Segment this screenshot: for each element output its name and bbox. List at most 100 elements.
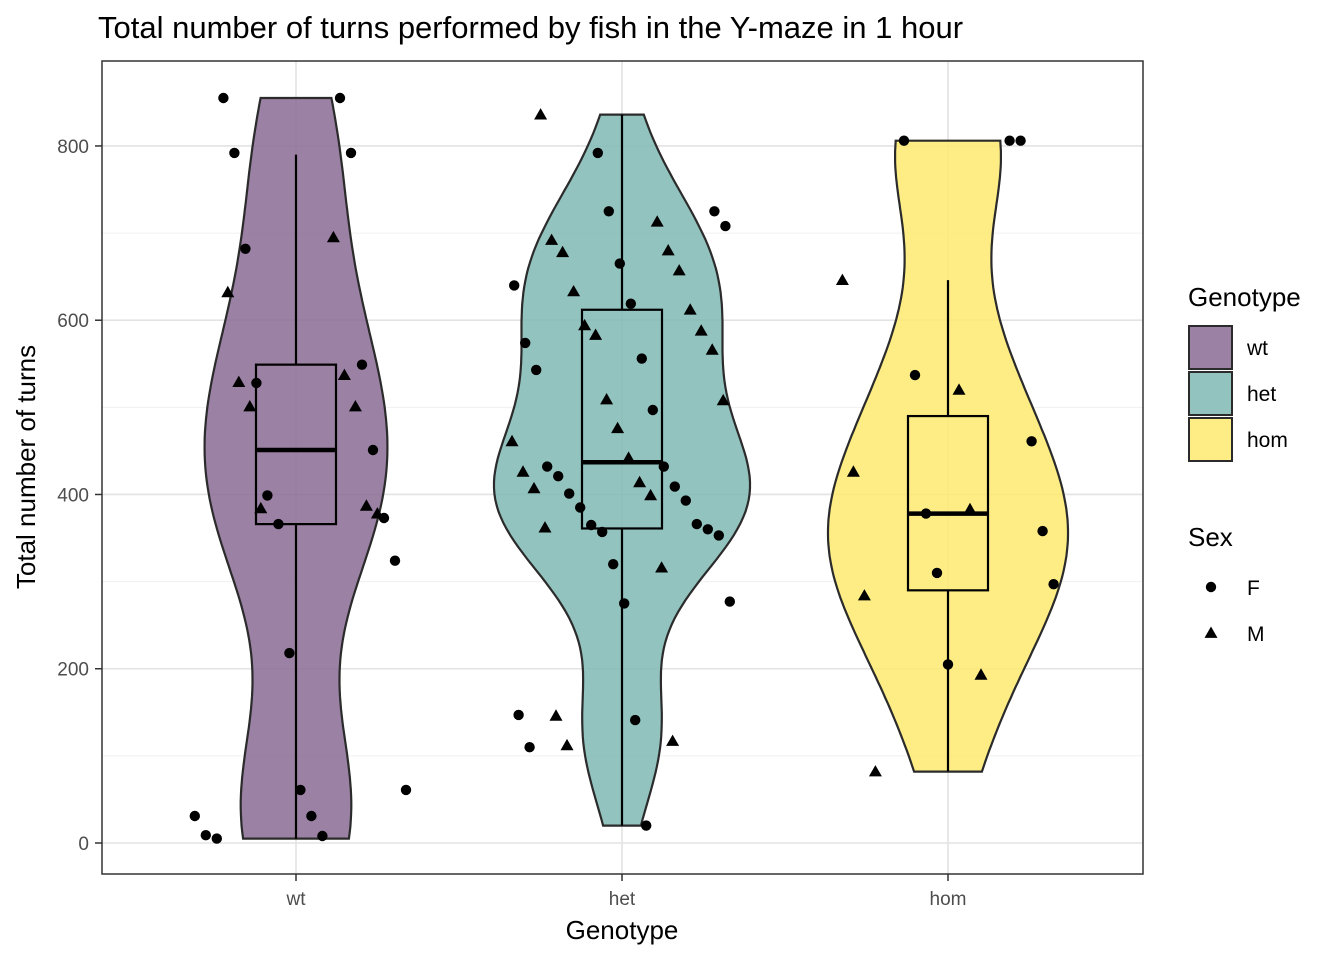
point-male (348, 400, 362, 412)
point-female (389, 555, 401, 566)
point-female (586, 519, 597, 531)
point-male (650, 215, 664, 227)
point-male (666, 734, 680, 746)
point-male (868, 765, 882, 777)
point-female (592, 147, 603, 159)
x-axis-title: Genotype (566, 915, 679, 945)
point-male (672, 264, 686, 276)
point-female (724, 596, 735, 607)
point-female (691, 518, 702, 530)
point-female (367, 444, 379, 456)
point-female (647, 404, 658, 416)
point-female (669, 481, 680, 492)
point-female (262, 490, 273, 501)
point-male (527, 481, 541, 494)
point-male (589, 328, 603, 340)
point-female (597, 526, 608, 538)
x-tick-label-wt: wt (286, 889, 307, 910)
legend-title-sex: Sex (1188, 522, 1233, 552)
point-female (1015, 135, 1026, 146)
point-female (531, 364, 542, 376)
point-female (641, 820, 652, 831)
x-tick-label-hom: hom (930, 889, 967, 910)
violin-het (492, 113, 752, 827)
point-female (218, 92, 229, 104)
legend-key-wt (1188, 325, 1233, 370)
point-male (549, 709, 563, 721)
boxplots (254, 114, 990, 839)
point-female (211, 833, 222, 844)
point-female (608, 559, 619, 570)
point-female (513, 709, 524, 721)
point-female (345, 147, 357, 159)
point-female (909, 369, 921, 381)
y-tick-label: 800 (57, 137, 89, 158)
y-tick-label: 600 (57, 311, 89, 332)
y-tick-label: 400 (57, 485, 89, 506)
point-male (963, 502, 977, 515)
legend-title-genotype: Genotype (1188, 282, 1301, 312)
point-male (545, 233, 559, 245)
data-points (189, 92, 1059, 844)
point-female (509, 280, 520, 291)
point-female (1048, 579, 1059, 590)
point-female (920, 508, 932, 519)
point-female (356, 359, 368, 370)
point-female (702, 524, 713, 535)
legend-label-hom: hom (1247, 429, 1288, 452)
point-female (295, 784, 306, 796)
point-female (240, 243, 251, 254)
point-male (578, 318, 592, 331)
point-male (694, 324, 708, 336)
point-female (942, 659, 954, 670)
point-male (567, 285, 581, 297)
legend-key-F (1205, 581, 1217, 593)
point-male (705, 343, 719, 355)
point-female (564, 488, 575, 499)
violins (203, 96, 1070, 840)
point-male (538, 521, 552, 533)
point-male (974, 668, 988, 680)
point-female (658, 461, 669, 472)
point-male (505, 434, 519, 447)
point-male (835, 273, 849, 285)
point-female (713, 530, 724, 541)
point-female (575, 502, 586, 513)
point-male (534, 108, 548, 120)
plot-panel (101, 60, 1144, 875)
y-tick-label: 200 (57, 660, 89, 681)
x-tick-label-het: het (609, 889, 636, 910)
point-female (524, 742, 535, 753)
box-hom (906, 414, 990, 592)
legend-label-wt: wt (1246, 337, 1268, 360)
point-female (636, 353, 647, 364)
point-female (229, 147, 240, 159)
point-female (619, 598, 630, 609)
point-male (644, 488, 658, 501)
point-male (633, 475, 647, 488)
point-female (709, 206, 720, 217)
legend-sex-items: FM (1204, 577, 1265, 646)
legend-key-het (1188, 371, 1233, 416)
x-axis: wt het hom (286, 874, 967, 910)
violin-hom (826, 139, 1070, 773)
point-male (655, 561, 669, 573)
point-male (370, 507, 384, 519)
point-male (622, 451, 636, 463)
point-female (1037, 525, 1048, 537)
point-male (221, 285, 235, 298)
point-female (553, 471, 564, 482)
point-male (254, 501, 268, 514)
y-axis: 0 200 400 600 800 (57, 137, 102, 855)
legend: Genotype wt het hom Sex FM (1188, 282, 1301, 646)
point-female (400, 784, 412, 796)
point-female (306, 810, 317, 822)
y-axis-title: Total number of turns (11, 345, 41, 589)
point-male (516, 465, 530, 477)
point-male (337, 368, 351, 380)
point-male (952, 383, 966, 395)
point-male (683, 303, 697, 315)
point-female (630, 714, 641, 726)
point-male (556, 245, 570, 258)
legend-genotype-items: wt het hom (1188, 325, 1288, 462)
